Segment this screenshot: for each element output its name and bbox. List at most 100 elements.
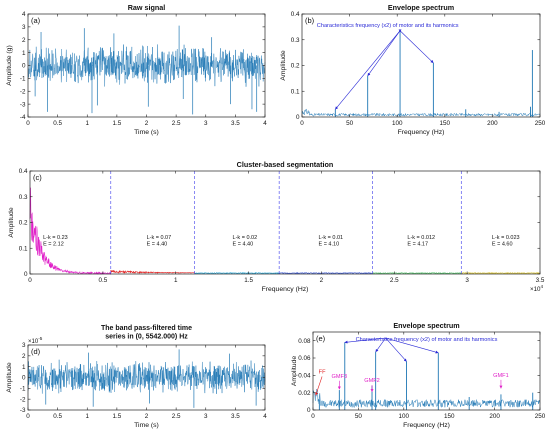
panel-label: (e) — [316, 334, 326, 343]
y-tick-label: 0 — [24, 271, 28, 278]
x-axis-label: Frequency (Hz) — [398, 129, 445, 136]
y-axis-label: Amplitude — [8, 207, 15, 237]
x-tick-label: 0 — [26, 120, 30, 127]
x-tick-label: 3.5 — [231, 413, 240, 420]
x-tick-label: 1.5 — [244, 277, 253, 284]
x-tick-label: 150 — [440, 120, 451, 127]
segment-trace — [194, 272, 280, 275]
y-tick-label: 3 — [22, 24, 26, 31]
y-tick-label: -2 — [20, 88, 26, 95]
axes-frame — [301, 13, 541, 118]
y-tick-label: 0.3 — [19, 194, 28, 201]
panel-label: (b) — [305, 16, 315, 25]
segment-lk-label: L-k = 0.012 — [407, 235, 435, 241]
x-tick-label: 0.5 — [53, 413, 62, 420]
y-tick-label: -1 — [20, 386, 26, 393]
y-tick-label: 0.04 — [298, 373, 311, 380]
x-tick-label: 1 — [85, 413, 89, 420]
axes-frame — [312, 331, 541, 411]
x-tick-label: 4 — [263, 413, 267, 420]
x-tick-label: 100 — [399, 413, 410, 420]
chart-title-line: series in (0, 5542.000) Hz — [105, 334, 188, 341]
x-tick-label: 0 — [28, 277, 32, 284]
panel-d: 0 0.5 1 1.5 2 2.5 3 3.5 4 -3 -2 -1 0 1 2 3 Time (s) Ampli… — [6, 325, 267, 429]
x-tick-label: 1 — [174, 277, 178, 284]
chart-title-line: The band pass-filtered time — [101, 325, 192, 332]
x-tick-label: 1 — [85, 120, 89, 127]
panel-b: 0 50 100 150 200 250 0 0.1 0.2 0.3 0.4 Frequency (H… — [280, 3, 546, 136]
x-tick-label: 200 — [489, 413, 500, 420]
segment-trace — [372, 272, 462, 275]
x-tick-label: 3.5 — [231, 120, 240, 127]
y-tick-label: 0.4 — [291, 11, 300, 18]
segment-e-label: E = 4.60 — [492, 242, 513, 248]
x-tick-label: 0.5 — [98, 277, 107, 284]
annotation-arrow — [344, 337, 386, 344]
y-tick-label: 0.06 — [298, 355, 311, 362]
y-tick-label: 0.1 — [291, 88, 300, 95]
y-tick-label: 0.2 — [291, 63, 300, 70]
segment-lk-label: L-k = 0.07 — [147, 235, 172, 241]
annotation-arrow — [367, 30, 401, 77]
x-multiplier: ×104 — [530, 284, 544, 293]
y-tick-label: 0 — [22, 63, 26, 70]
x-tick-label: 2 — [145, 413, 149, 420]
x-tick-label: 150 — [444, 413, 455, 420]
segment-lk-label: L-k = 0.23 — [43, 235, 68, 241]
marker-label: FF — [319, 369, 326, 375]
x-tick-label: 3.5 — [536, 277, 545, 284]
x-axis-label: Time (s) — [134, 129, 159, 136]
y-tick-label: 2 — [22, 37, 26, 44]
segment-trace — [110, 269, 195, 274]
x-tick-label: 2.5 — [390, 277, 399, 284]
x-axis-label: Frequency (Hz) — [262, 286, 309, 293]
y-tick-label: -4 — [20, 114, 26, 121]
y-tick-label: 0 — [296, 114, 300, 121]
spectrum-trace — [301, 108, 541, 117]
x-tick-label: 0 — [311, 413, 315, 420]
chart-title: Envelope spectrum — [388, 3, 454, 12]
y-tick-label: 0.4 — [19, 168, 28, 175]
x-tick-label: 0.5 — [53, 120, 62, 127]
y-tick-label: -3 — [20, 407, 26, 414]
spectrum-trace — [312, 389, 541, 408]
y-axis-label: Amplitude — [291, 356, 298, 386]
segment-lk-label: L-k = 0.023 — [492, 235, 520, 241]
x-tick-label: 0 — [26, 413, 30, 420]
y-tick-label: 0 — [22, 375, 26, 382]
marker-label: GMF2 — [364, 378, 380, 384]
panel-label: (a) — [31, 16, 41, 25]
x-tick-label: 100 — [392, 120, 403, 127]
segment-lk-label: L-k = 0.01 — [319, 235, 344, 241]
y-axis-label: Amplitude — [6, 362, 13, 392]
x-tick-label: 2 — [320, 277, 324, 284]
x-tick-label: 3 — [204, 413, 208, 420]
y-tick-label: 0.1 — [19, 245, 28, 252]
y-axis-label: Amplitude (g) — [6, 45, 13, 85]
x-tick-label: 50 — [346, 120, 354, 127]
panel-a: 0 0.5 1 1.5 2 2.5 3 3.5 4 -4 -3 -2 -1 0 1 2 3 4 Time (s) Am… — [6, 3, 267, 136]
annotation-arrow — [399, 30, 434, 64]
marker-label: GMF3 — [332, 374, 348, 380]
segment-e-label: E = 2.12 — [43, 242, 64, 248]
y-tick-label: 0.02 — [298, 390, 311, 397]
y-tick-label: -3 — [20, 101, 26, 108]
annotation-arrow — [385, 337, 439, 354]
x-tick-label: 1.5 — [112, 120, 121, 127]
x-axis-label: Time (s) — [134, 422, 159, 429]
y-tick-label: 1 — [22, 50, 26, 57]
segment-e-label: E = 4.40 — [233, 242, 254, 248]
annotation-text: Characteristics frequency (x2) of motor … — [317, 23, 459, 29]
y-tick-label: 0.3 — [291, 37, 300, 44]
x-tick-label: 0 — [300, 120, 304, 127]
x-tick-label: 50 — [355, 413, 363, 420]
y-tick-label: 2 — [22, 353, 26, 360]
marker-arrow — [315, 376, 323, 396]
x-tick-label: 3 — [204, 120, 208, 127]
x-tick-label: 3 — [465, 277, 469, 284]
y-tick-label: 0 — [307, 407, 311, 414]
segment-e-label: E = 4.40 — [147, 242, 168, 248]
x-tick-label: 200 — [487, 120, 498, 127]
annotation-text: Characteristics frequency (x2) of motor … — [356, 337, 498, 343]
panel-c: L-k = 0.23E = 2.12L-k = 0.07E = 4.40L-k … — [8, 160, 545, 293]
